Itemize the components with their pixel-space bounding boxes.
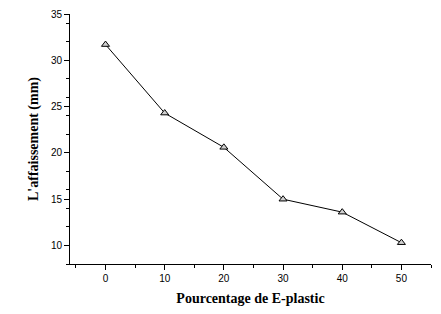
svg-text:35: 35 xyxy=(51,9,63,20)
svg-text:20: 20 xyxy=(218,273,230,284)
svg-text:L'affaissement (mm): L'affaissement (mm) xyxy=(26,77,42,201)
svg-text:20: 20 xyxy=(51,147,63,158)
svg-text:15: 15 xyxy=(51,194,63,205)
svg-text:10: 10 xyxy=(159,273,171,284)
svg-text:0: 0 xyxy=(103,273,109,284)
svg-text:50: 50 xyxy=(396,273,408,284)
svg-text:10: 10 xyxy=(51,240,63,251)
svg-text:40: 40 xyxy=(337,273,349,284)
svg-text:25: 25 xyxy=(51,101,63,112)
svg-text:30: 30 xyxy=(277,273,289,284)
svg-text:30: 30 xyxy=(51,55,63,66)
svg-text:Pourcentage de E-plastic: Pourcentage de E-plastic xyxy=(176,291,324,306)
